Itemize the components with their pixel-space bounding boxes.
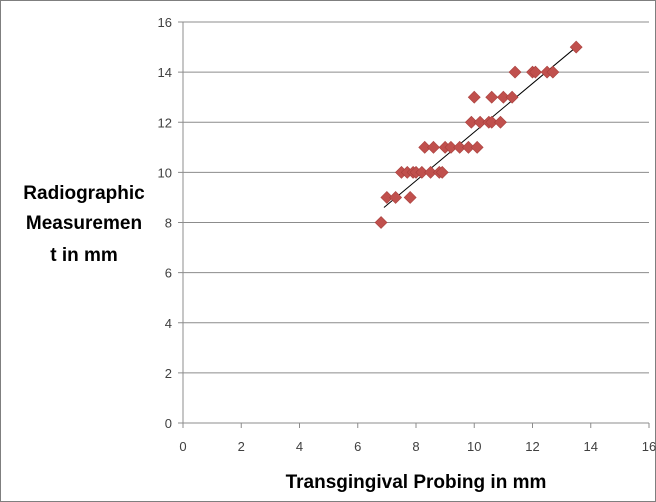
data-point <box>462 140 475 154</box>
data-point <box>473 115 487 129</box>
data-point <box>389 191 403 204</box>
data-point <box>374 216 388 229</box>
data-point <box>415 165 429 179</box>
data-point <box>496 90 510 104</box>
x-tick-label: 8 <box>412 439 419 454</box>
data-point <box>467 90 481 104</box>
y-axis-title-line-2: Measuremen <box>26 213 142 234</box>
y-tick-label: 10 <box>158 165 172 180</box>
y-tick-label: 0 <box>165 416 172 431</box>
data-point <box>444 140 458 154</box>
y-tick-label: 12 <box>158 115 172 130</box>
data-point <box>427 140 440 154</box>
x-tick-label: 0 <box>179 439 186 454</box>
y-axis-title-line-3: t in mm <box>50 245 118 266</box>
data-point <box>464 115 478 129</box>
data-point <box>485 115 499 129</box>
y-tick-label: 8 <box>165 216 172 231</box>
data-point <box>508 65 522 79</box>
data-point <box>380 191 394 204</box>
x-tick-label: 2 <box>238 439 245 454</box>
data-point <box>418 140 432 154</box>
data-point <box>453 140 467 154</box>
x-axis-title: Transgingival Probing in mm <box>286 472 547 493</box>
data-point <box>485 90 499 104</box>
tick-labels: 0 2 4 6 8 10 12 14 16 0 2 4 6 8 10 12 14 16 <box>158 15 656 454</box>
y-axis-title-line-1: Radiographic <box>23 183 145 204</box>
data-point <box>505 90 519 104</box>
data-point <box>435 165 449 179</box>
data-point <box>470 140 484 154</box>
data-point <box>569 40 583 54</box>
y-tick-label: 2 <box>165 366 172 381</box>
data-point <box>424 165 437 179</box>
x-tick-label: 16 <box>642 439 656 454</box>
x-tick-label: 4 <box>296 439 303 454</box>
x-tick-label: 12 <box>525 439 539 454</box>
data-point <box>403 191 417 204</box>
x-tick-label: 6 <box>354 439 361 454</box>
y-tick-label: 6 <box>165 266 172 281</box>
x-tick-label: 10 <box>467 439 481 454</box>
data-point <box>494 115 507 129</box>
y-tick-label: 16 <box>158 15 172 30</box>
data-point <box>546 65 560 79</box>
data-point <box>528 65 542 79</box>
axes <box>178 21 650 428</box>
y-tick-label: 4 <box>165 316 172 331</box>
y-tick-label: 14 <box>158 65 172 80</box>
data-points <box>374 40 583 229</box>
x-tick-label: 14 <box>584 439 598 454</box>
